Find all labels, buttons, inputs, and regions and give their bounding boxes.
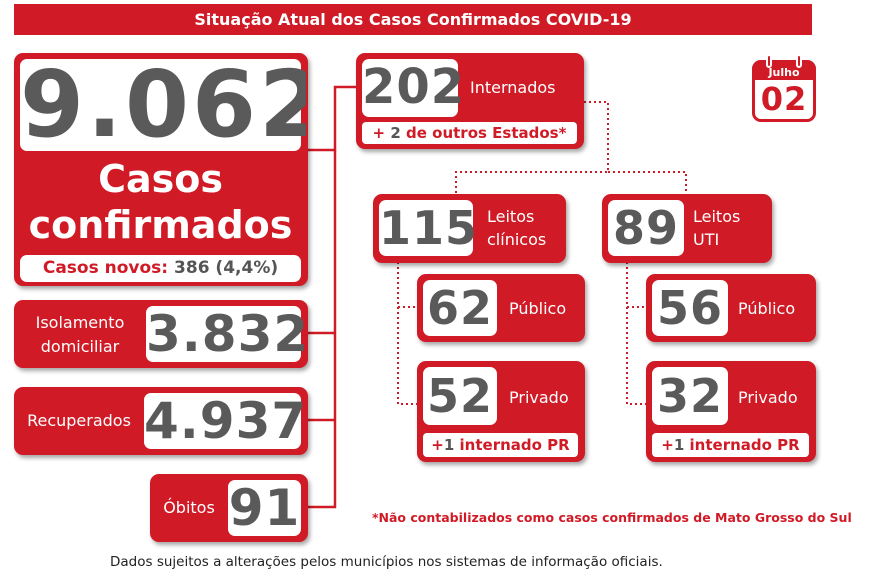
- uti-privado-value: 32: [656, 369, 723, 423]
- obitos-card: Óbitos 91: [150, 474, 308, 542]
- clinicos-privado-label: Privado: [509, 388, 569, 407]
- obitos-label: Óbitos: [163, 498, 215, 517]
- calendar-month: Julho: [768, 66, 800, 79]
- page-title: Situação Atual dos Casos Confirmados COV…: [194, 10, 632, 29]
- uti-privado-label: Privado: [738, 388, 798, 407]
- footnote: *Não contabilizados como casos confirmad…: [372, 510, 852, 525]
- uti-privado-note-text: internado PR: [689, 436, 800, 454]
- clinicos-privado-note-plus: +: [431, 436, 444, 454]
- uti-privado-card: 32 Privado +1 internado PR: [646, 361, 816, 462]
- clinicos-privado-card: 52 Privado +1 internado PR: [417, 361, 585, 462]
- isolamento-label-1: Isolamento: [35, 313, 125, 332]
- leitos-clinicos-value: 115: [379, 201, 479, 255]
- leitos-clinicos-label-2: clínicos: [487, 230, 547, 249]
- isolamento-label-2: domiciliar: [40, 337, 120, 356]
- internados-note-plus: +: [372, 124, 386, 142]
- total-cases-value: 9.062: [20, 53, 308, 158]
- leitos-clinicos-label-1: Leitos: [487, 207, 535, 226]
- uti-publico-card: 56 Público: [646, 274, 816, 342]
- uti-privado-note-plus: +: [661, 436, 674, 454]
- obitos-value: 91: [228, 479, 301, 537]
- new-cases-value: 386 (4,4%): [174, 258, 279, 278]
- leitos-uti-value: 89: [612, 201, 679, 255]
- internados-card: 202 Internados + 2 de outros Estados*: [356, 53, 584, 149]
- leitos-uti-label-2: UTI: [693, 230, 720, 249]
- clinicos-privado-value: 52: [426, 369, 493, 423]
- isolamento-card: Isolamento domiciliar 3.832: [14, 300, 308, 368]
- leitos-uti-card: 89 Leitos UTI: [602, 194, 772, 263]
- leitos-uti-label-1: Leitos: [693, 207, 741, 226]
- internados-note-num: 2: [390, 124, 401, 142]
- internados-note-text: de outros Estados*: [406, 124, 567, 142]
- new-cases-label: Casos novos:: [42, 258, 169, 278]
- clinicos-publico-card: 62 Público: [417, 274, 585, 342]
- clinicos-privado-note-num: 1: [443, 436, 455, 454]
- clinicos-privado-note-text: internado PR: [459, 436, 570, 454]
- header-banner: [14, 4, 812, 35]
- recuperados-label: Recuperados: [27, 411, 131, 430]
- clinicos-publico-value: 62: [426, 281, 493, 335]
- total-cases-label-1: Casos: [98, 157, 223, 201]
- uti-publico-label: Público: [738, 299, 796, 318]
- calendar-icon: Julho 02: [752, 54, 816, 122]
- uti-privado-note-num: 1: [673, 436, 685, 454]
- calendar-day: 02: [760, 80, 808, 118]
- leitos-clinicos-card: 115 Leitos clínicos: [373, 194, 566, 263]
- total-cases-label-2: confirmados: [28, 203, 293, 247]
- recuperados-value: 4.937: [144, 392, 308, 450]
- total-cases-card: 9.062 Casos confirmados Casos novos: 386…: [14, 53, 308, 286]
- clinicos-publico-label: Público: [509, 299, 567, 318]
- uti-publico-value: 56: [656, 281, 723, 335]
- recuperados-card: Recuperados 4.937: [14, 387, 308, 455]
- isolamento-value: 3.832: [146, 305, 308, 363]
- internados-label: Internados: [470, 78, 556, 97]
- disclaimer: Dados sujeitos a alterações pelos municí…: [110, 554, 663, 570]
- internados-value: 202: [362, 59, 466, 115]
